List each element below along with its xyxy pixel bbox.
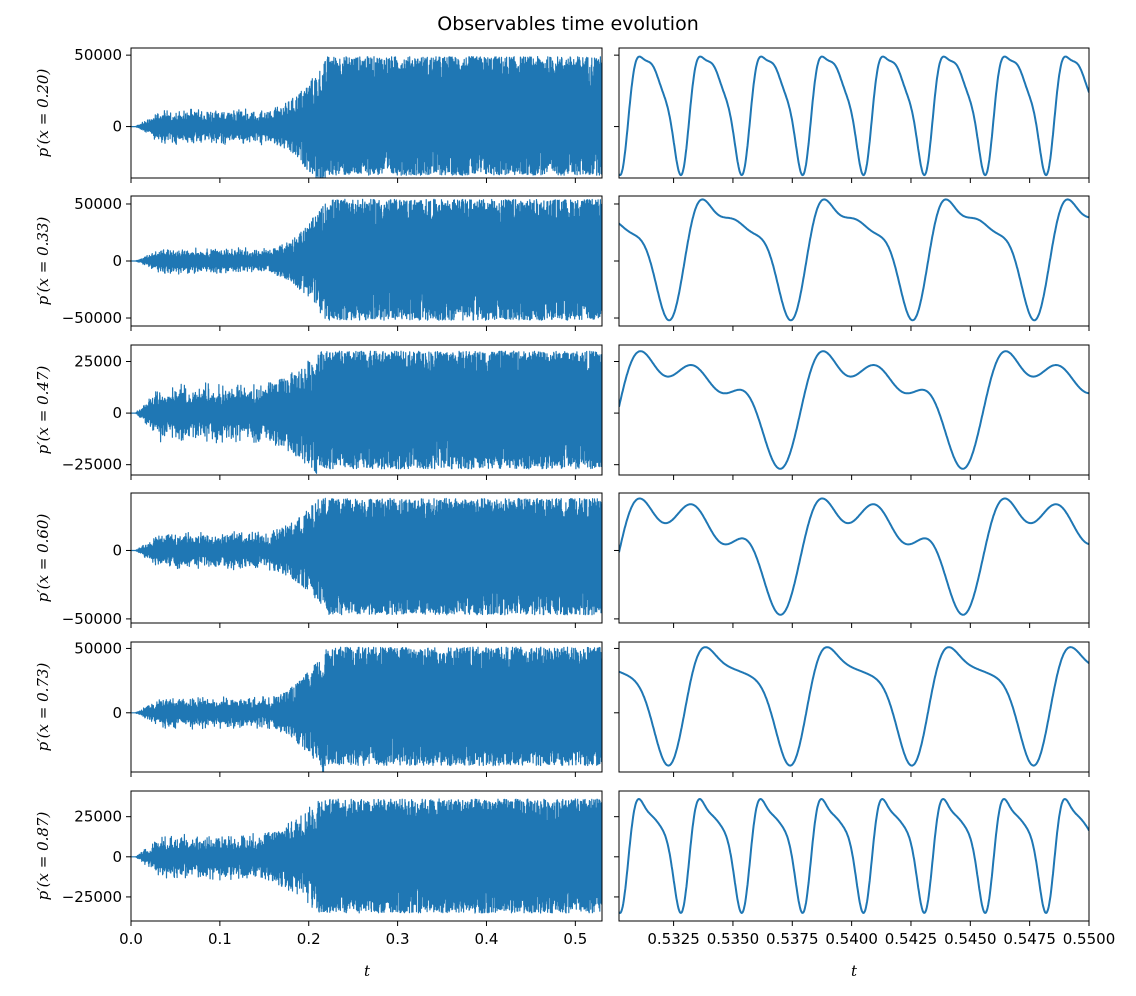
series-line (619, 646, 1089, 767)
axes-frame (618, 790, 1090, 922)
series-line (619, 55, 1089, 177)
axes-frame (618, 47, 1090, 179)
axes-frame (130, 47, 603, 179)
panel-r2-c1: −50000 0 50000 p′(x = 0.33) (34, 195, 603, 331)
x-axis-label-left: t (364, 962, 371, 980)
y-tick-label: 0 (112, 704, 122, 722)
panel-r1-c2 (614, 47, 1090, 183)
panel-r2-c2 (614, 195, 1090, 331)
x-tick-label: 0.5475 (1003, 930, 1056, 948)
y-tick-label: −50000 (62, 309, 122, 327)
panel-r5-c2 (614, 641, 1090, 777)
x-tick-label: 0.5 (563, 930, 587, 948)
y-tick-label: 50000 (74, 46, 122, 64)
series-line (131, 198, 602, 321)
series-line (619, 350, 1089, 470)
y-tick-label: 0 (112, 848, 122, 866)
panel-r6-c2: 0.5325 0.5350 0.5375 0.5400 0.5425 0.5450 0.54… (614, 790, 1116, 948)
axes-frame (130, 641, 603, 773)
x-tick-label: 0.5425 (885, 930, 938, 948)
panel-r5-c1: 0 50000 p′(x = 0.73) (34, 639, 603, 777)
x-tick-label: 0.3 (386, 930, 410, 948)
panel-r3-c1: −25000 0 25000 p′(x = 0.47) (34, 344, 603, 480)
x-tick-label: 0.1 (208, 930, 232, 948)
x-tick-label: 0.5500 (1063, 930, 1116, 948)
y-axis-label: p′(x = 0.20) (34, 69, 52, 158)
panel-r3-c2 (614, 344, 1090, 480)
y-tick-label: 0 (112, 404, 122, 422)
series-line (131, 497, 602, 616)
panel-r4-c1: −50000 0 p′(x = 0.60) (34, 492, 603, 628)
x-tick-label: 0.4 (475, 930, 499, 948)
axes-frame (618, 492, 1090, 624)
x-tick-label: 0.5375 (766, 930, 819, 948)
y-axis-label: p′(x = 0.60) (34, 514, 52, 603)
y-tick-label: 25000 (74, 353, 122, 371)
y-tick-label: −25000 (62, 888, 122, 906)
x-tick-label: 0.2 (297, 930, 321, 948)
series-line (131, 350, 602, 474)
x-tick-label: 0.5350 (707, 930, 760, 948)
y-tick-label: 0 (112, 252, 122, 270)
panel-r6-c1: −25000 0 25000 0.0 0.1 0.2 0.3 0.4 0.5 p′(x = 0.8… (34, 790, 603, 948)
panel-r4-c2 (614, 492, 1090, 628)
series-line (131, 56, 602, 178)
series-line (619, 497, 1089, 616)
series-line (619, 198, 1089, 322)
y-axis-label: p′(x = 0.87) (34, 812, 52, 901)
y-tick-label: −50000 (62, 610, 122, 628)
x-tick-label: 0.5325 (647, 930, 700, 948)
x-tick-label: 0.0 (119, 930, 143, 948)
series-line (619, 798, 1089, 914)
y-tick-label: 0 (112, 541, 122, 559)
axes-frame (130, 344, 603, 476)
y-tick-label: 0 (112, 118, 122, 136)
y-tick-label: 50000 (74, 195, 122, 213)
chart-title: Observables time evolution (437, 13, 699, 35)
axes-frame (618, 195, 1090, 327)
y-tick-label: −25000 (62, 456, 122, 474)
y-axis-label: p′(x = 0.33) (34, 217, 52, 306)
series-line (131, 646, 602, 772)
y-axis-label: p′(x = 0.73) (34, 663, 52, 752)
panels: 0 50000 p′(x = 0.20) −50000 0 50000 p′(x = 0.3… (34, 46, 1115, 948)
series-line (131, 798, 602, 914)
panel-r1-c1: 0 50000 p′(x = 0.20) (34, 46, 603, 183)
axes-frame (618, 344, 1090, 476)
y-axis-label: p′(x = 0.47) (34, 366, 52, 455)
y-tick-label: 25000 (74, 808, 122, 826)
axes-frame (618, 641, 1090, 773)
x-tick-label: 0.5450 (944, 930, 997, 948)
y-tick-label: 50000 (74, 639, 122, 657)
axes-frame (130, 492, 603, 624)
axes-frame (130, 790, 603, 922)
x-axis-label-right: t (851, 962, 858, 980)
x-tick-label: 0.5400 (825, 930, 878, 948)
